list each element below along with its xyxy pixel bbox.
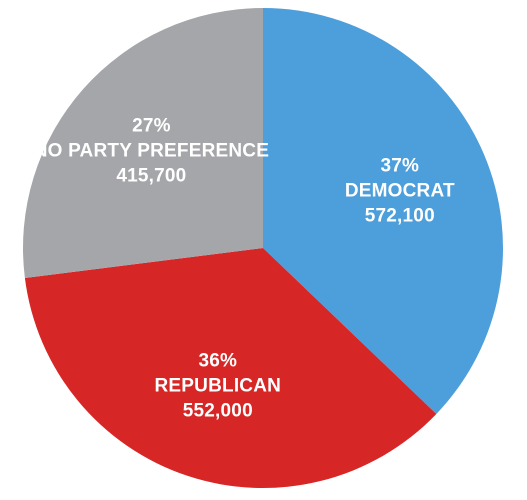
slice-category-label: DEMOCRAT — [345, 181, 455, 202]
pie-slice-democrat — [263, 8, 503, 414]
slice-value-label: 552,000 — [183, 401, 253, 422]
slice-category-label: NO PARTY PREFERENCE — [34, 141, 269, 162]
labels-layer: 37% DEMOCRAT 572,100 36% REPUBLICAN 552,000 27… — [34, 116, 455, 422]
slice-value-label: 415,700 — [116, 166, 186, 187]
slice-percent-label: 36% — [198, 351, 237, 372]
slice-percent-label: 27% — [132, 116, 171, 137]
pie-slice-no-party-preference — [23, 8, 263, 279]
slice-label-group-no-party-preference: 27% NO PARTY PREFERENCE 415,700 — [34, 116, 269, 187]
slice-label-group-democrat: 37% DEMOCRAT 572,100 — [345, 156, 455, 227]
slice-percent-label: 37% — [380, 156, 419, 177]
slice-category-label: REPUBLICAN — [155, 376, 282, 397]
slice-label-group-republican: 36% REPUBLICAN 552,000 — [155, 351, 282, 422]
slices-layer — [23, 8, 503, 488]
slice-value-label: 572,100 — [365, 206, 435, 227]
pie-slice-republican — [24, 248, 437, 488]
